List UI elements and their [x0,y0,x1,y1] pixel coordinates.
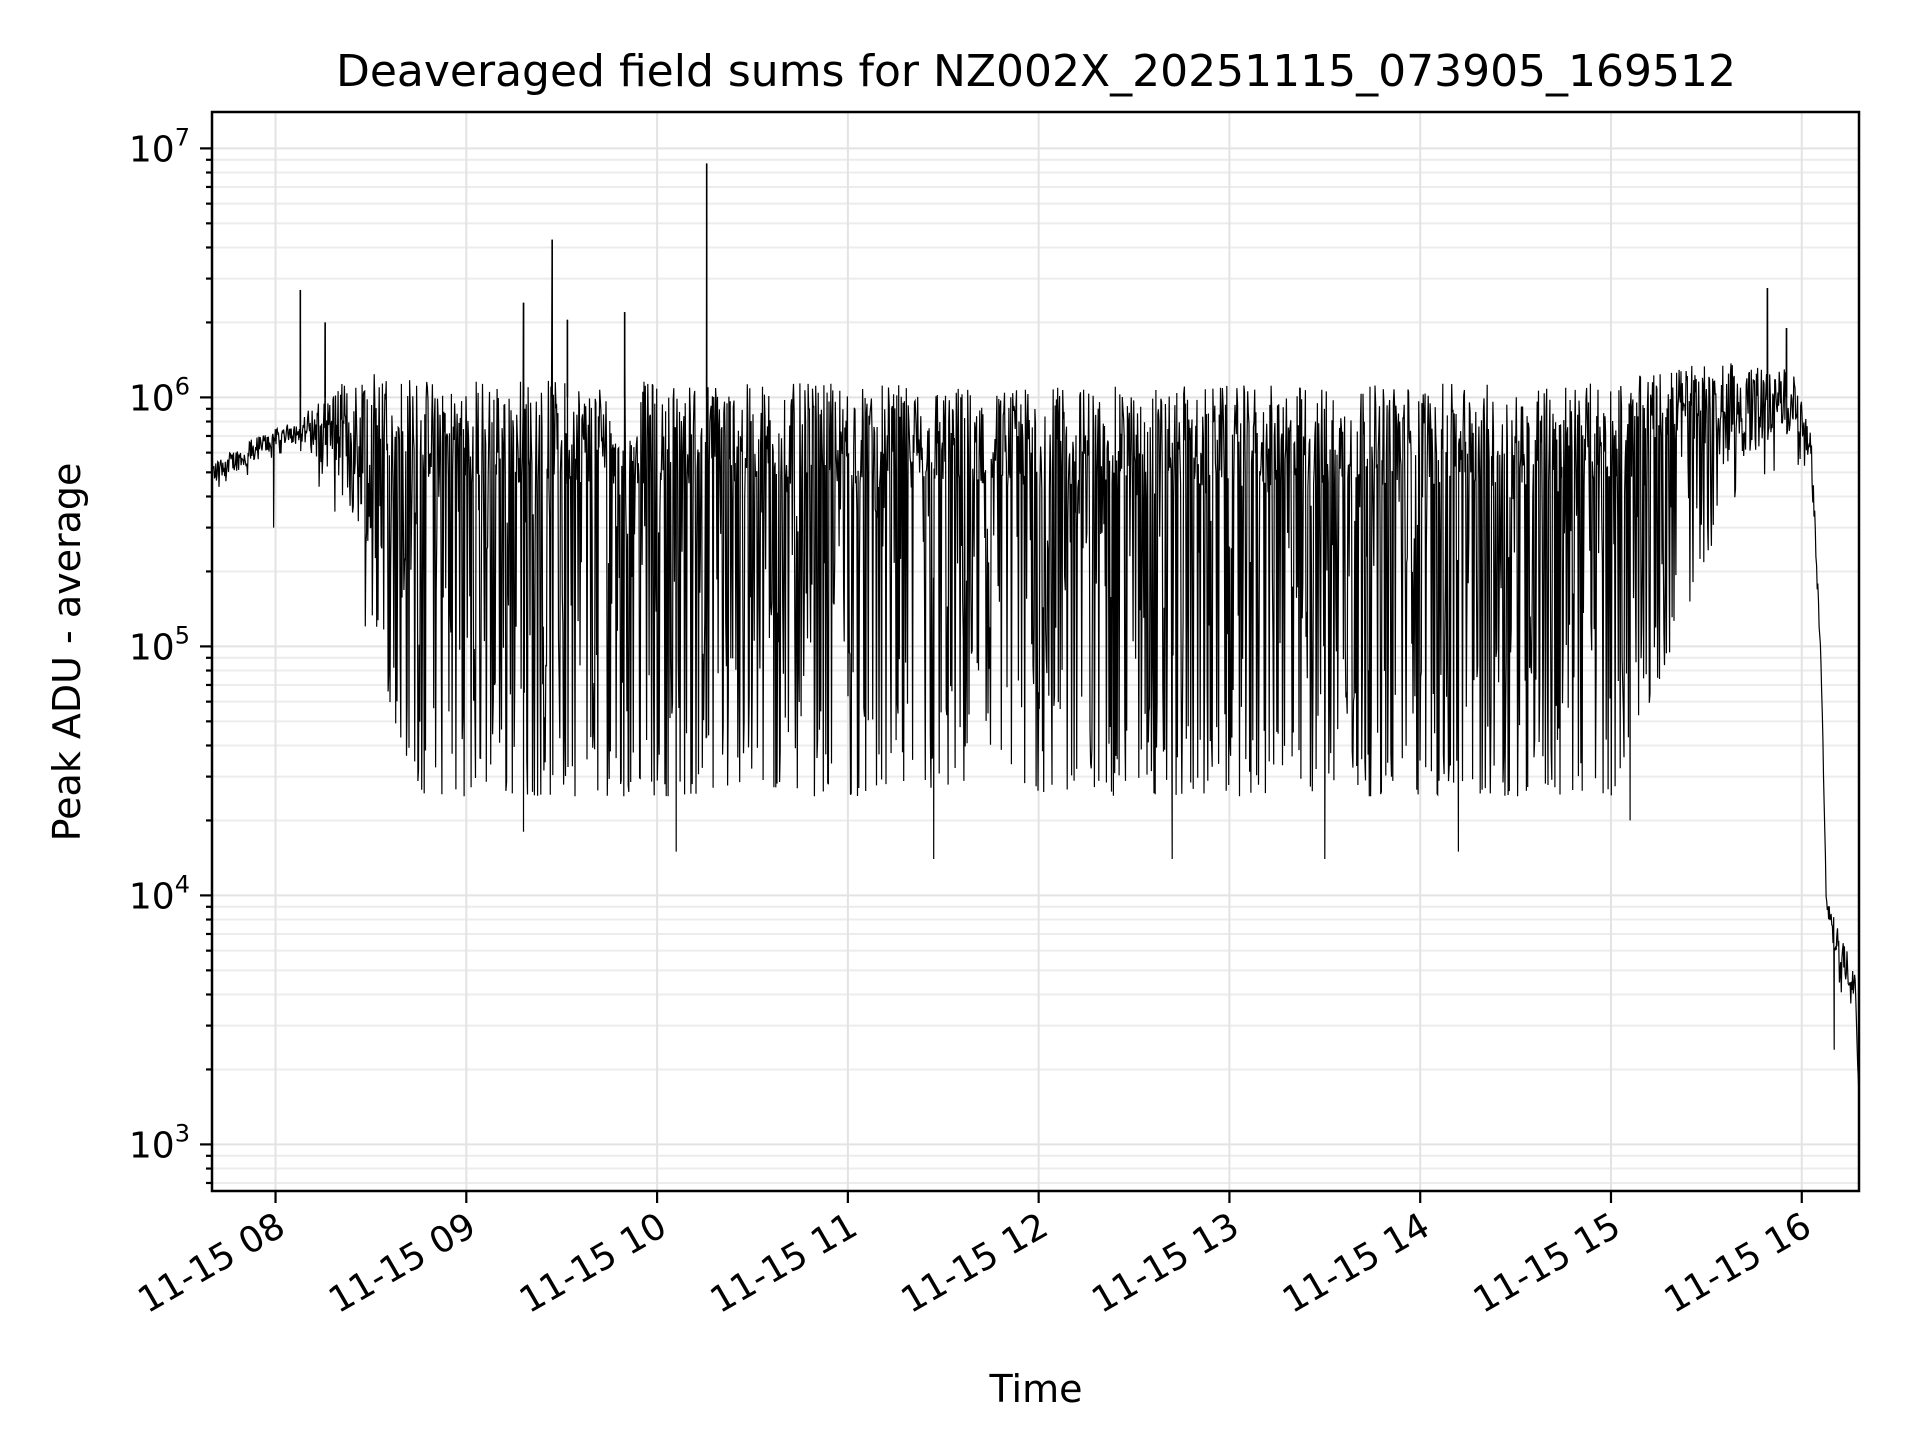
y-tick-label: 107 [129,123,190,170]
y-tick-label: 106 [129,372,190,419]
y-tick-label: 104 [129,870,190,917]
x-axis-label: Time [989,1367,1083,1411]
chart-title: Deaveraged field sums for NZ002X_2025111… [336,46,1736,97]
y-tick-label: 103 [129,1119,190,1166]
y-axis-ticks: 103 104 105 106 107 [129,123,212,1185]
plot-frame [210,110,1861,1193]
y-tick-label: 105 [129,621,190,668]
series-layer [211,163,1860,1101]
y-axis-label: Peak ADU - average [45,463,89,842]
series-line [211,163,1860,1101]
